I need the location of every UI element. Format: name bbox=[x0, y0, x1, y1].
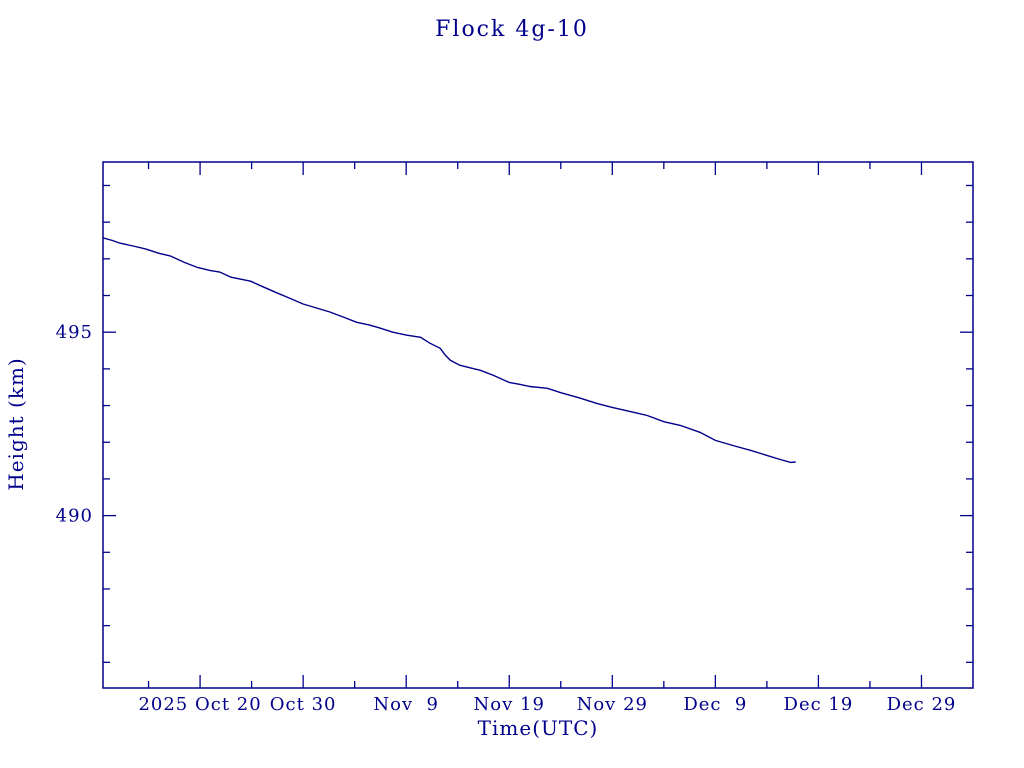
x-tick-label: Dec 29 bbox=[887, 694, 957, 715]
chart-title: Flock 4g-10 bbox=[435, 17, 589, 42]
plot-frame bbox=[102, 161, 974, 689]
x-axis-title: Time(UTC) bbox=[477, 716, 599, 740]
height-decay-line bbox=[103, 237, 796, 464]
x-tick-label: Dec 9 bbox=[683, 694, 747, 715]
x-tick-label: Nov 29 bbox=[577, 694, 648, 715]
y-axis-title: Height (km) bbox=[4, 357, 28, 491]
x-tick-label: Dec 19 bbox=[784, 694, 854, 715]
y-tick-label: 490 bbox=[56, 506, 93, 527]
x-tick-label: Nov 9 bbox=[373, 694, 439, 715]
y-tick-label: 495 bbox=[56, 322, 93, 343]
x-tick-label: Oct 30 bbox=[270, 694, 337, 715]
x-tick-label: Nov 19 bbox=[474, 694, 545, 715]
x-tick-label: 2025 Oct 20 bbox=[138, 694, 261, 715]
